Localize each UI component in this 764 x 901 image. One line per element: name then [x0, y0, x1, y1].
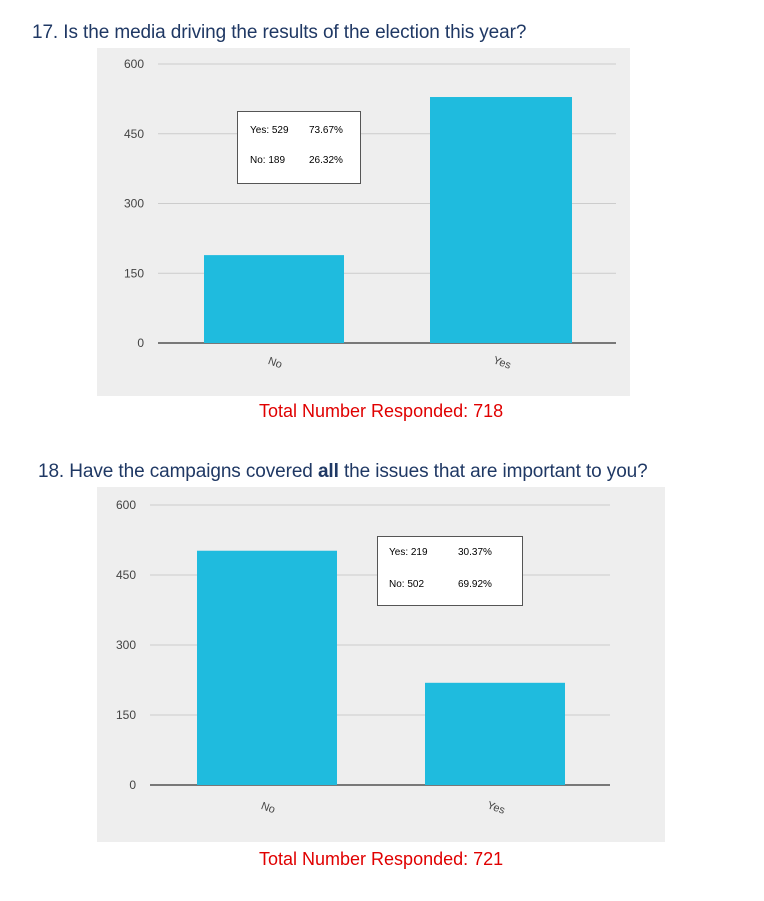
legend-yes-percent: 30.37%	[458, 547, 492, 558]
legend-no-percent: 69.92%	[458, 579, 492, 590]
legend-yes-count: Yes: 219	[389, 547, 428, 558]
chart-17-total-responded: Total Number Responded: 718	[259, 401, 504, 421]
legend-no-count: No: 502	[389, 579, 425, 590]
question-18-text-end: the issues that are important to you?	[338, 461, 648, 482]
chart-17-panel	[97, 48, 630, 396]
question-18-title: 18. Have the campaigns covered all the i…	[38, 461, 648, 483]
legend-row-no: No: 502 69.92%	[378, 579, 522, 593]
chart-18-total-responded: Total Number Responded: 721	[259, 849, 504, 869]
question-18-text-start: 18. Have the campaigns covered	[38, 461, 318, 482]
chart-17-legend: Yes: 529 73.67% No: 189 26.32%	[237, 111, 361, 184]
legend-row-yes: Yes: 219 30.37%	[378, 547, 522, 561]
legend-yes-percent: 73.67%	[309, 125, 343, 136]
chart-18-legend: Yes: 219 30.37% No: 502 69.92%	[377, 536, 523, 606]
legend-row-yes: Yes: 529 73.67%	[238, 125, 360, 139]
question-18-emphasis: all	[317, 461, 339, 482]
legend-yes-count: Yes: 529	[250, 125, 289, 136]
legend-no-percent: 26.32%	[309, 155, 343, 166]
legend-no-count: No: 189	[250, 155, 286, 166]
question-17-title: 17. Is the media driving the results of …	[32, 22, 527, 43]
legend-row-no: No: 189 26.32%	[238, 155, 360, 169]
